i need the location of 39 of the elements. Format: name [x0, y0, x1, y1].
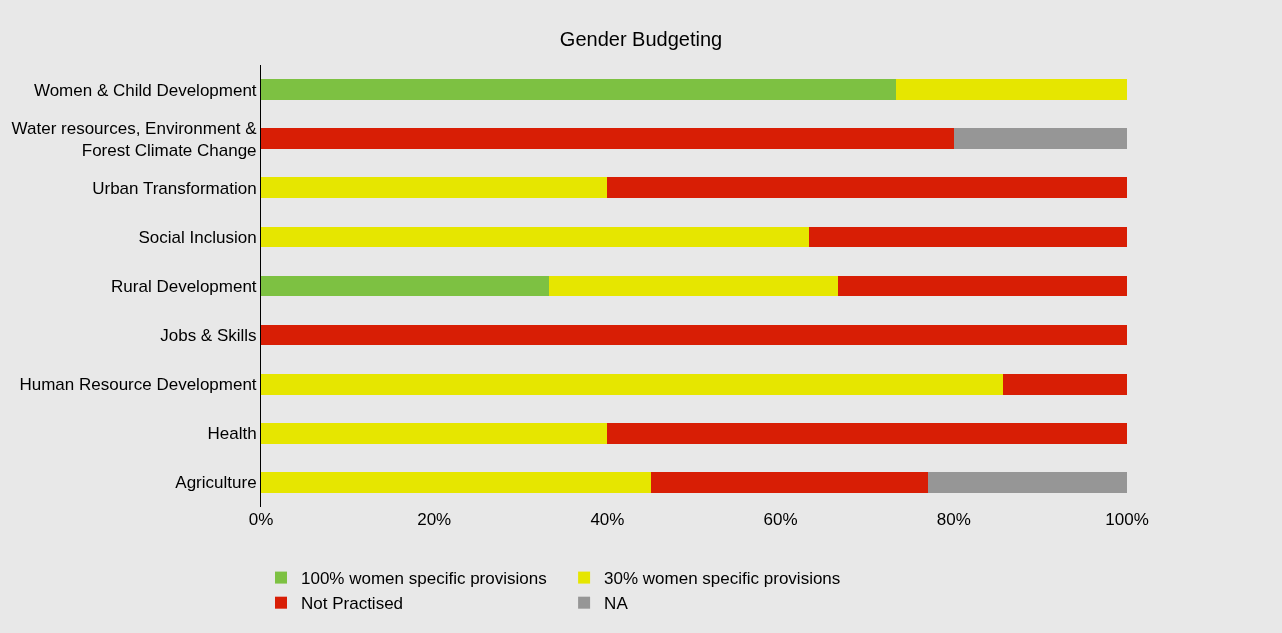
bar	[607, 177, 1127, 199]
bar	[549, 275, 838, 297]
bar	[261, 373, 1004, 395]
bar	[953, 128, 1127, 149]
y-tick-label: Urban Transformation	[92, 178, 257, 198]
bar	[261, 324, 1127, 346]
y-tick-label: Social Inclusion	[138, 227, 257, 247]
legend-label: Not Practised	[301, 594, 404, 614]
x-tick-label: 40%	[590, 510, 625, 529]
bar	[261, 128, 954, 149]
bar	[927, 472, 1127, 493]
y-tick-label: Women & Child Development	[33, 80, 257, 100]
bar	[607, 423, 1127, 444]
bar	[895, 79, 1127, 100]
chart-title: Gender Budgeting	[559, 27, 723, 50]
bar	[261, 423, 608, 444]
y-tick-label: Human Resource Development	[19, 375, 257, 395]
legend-label: NA	[604, 594, 629, 614]
bar	[1003, 373, 1127, 395]
x-tick-label: 100%	[1105, 510, 1149, 529]
y-tick-label: Jobs & Skills	[160, 326, 257, 346]
legend-label: 100% women specific provisions	[301, 569, 547, 589]
bar	[261, 226, 810, 248]
x-tick-label: 60%	[763, 510, 798, 529]
y-tick-label: Water resources, Environment & Forest Climate Change	[11, 118, 258, 160]
bar	[809, 226, 1127, 248]
bar	[837, 275, 1127, 297]
bar	[261, 177, 608, 199]
legend-label: 30% women specific provisions	[604, 569, 841, 589]
y-tick-label: Rural Development	[111, 276, 257, 296]
y-tick-label: Agriculture	[175, 473, 257, 493]
bar	[261, 275, 550, 297]
x-tick-label: 20%	[417, 510, 452, 529]
bar	[261, 79, 896, 100]
x-tick-label: 0%	[248, 510, 274, 529]
bar	[261, 472, 651, 493]
bar	[650, 472, 928, 493]
y-tick-label: Health	[207, 424, 257, 444]
x-tick-label: 80%	[936, 510, 971, 529]
